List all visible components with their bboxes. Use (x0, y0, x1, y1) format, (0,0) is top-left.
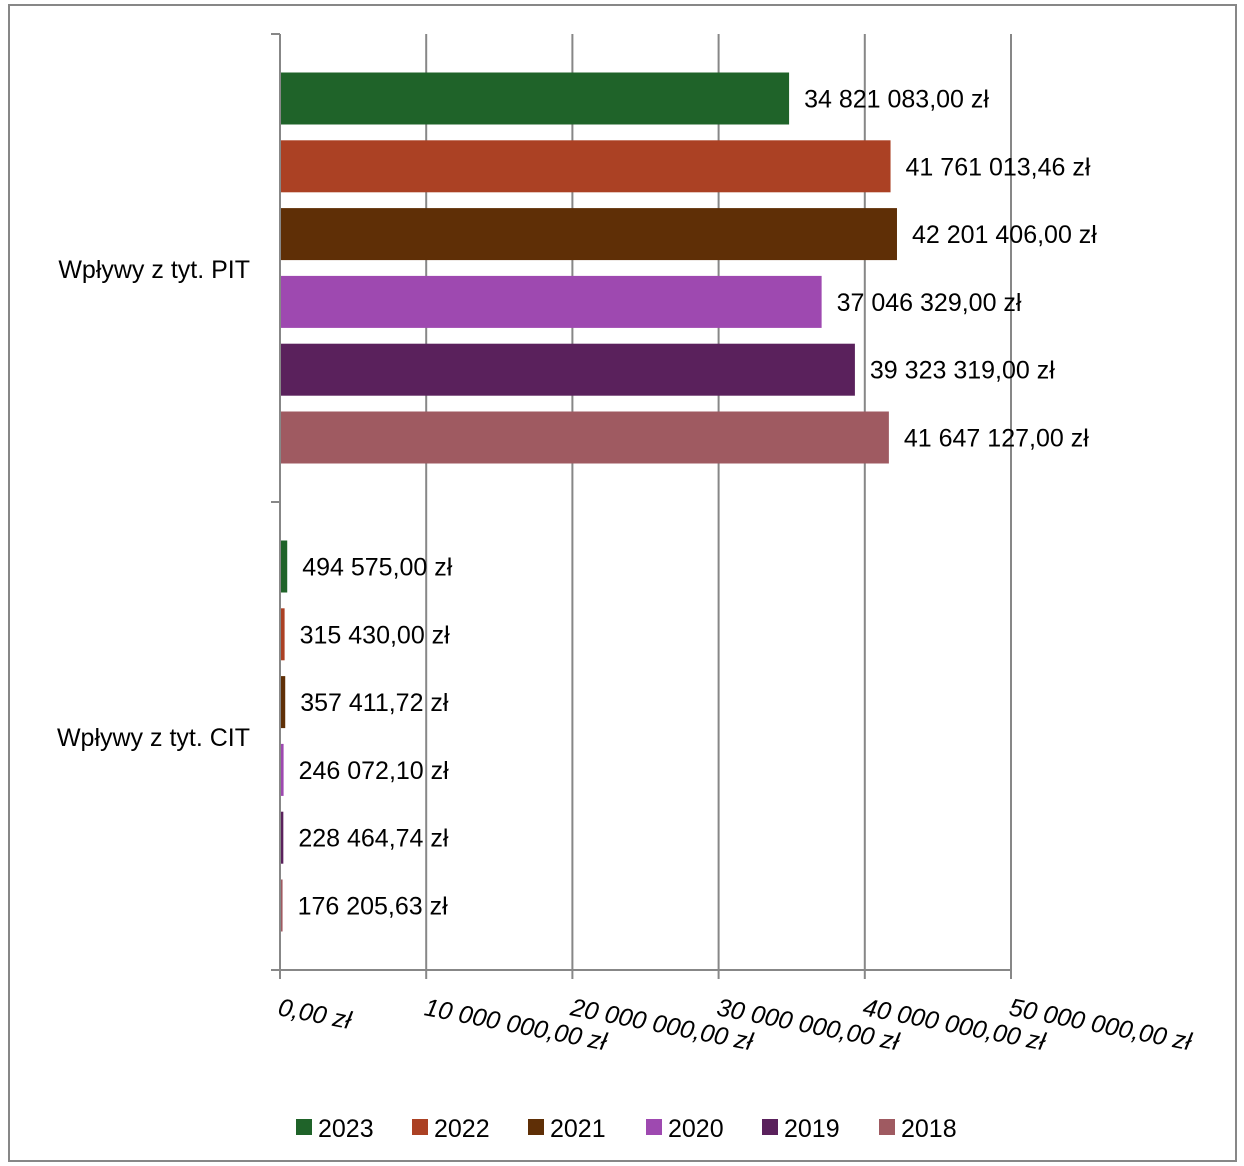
legend-swatch (528, 1119, 544, 1135)
legend-swatch (879, 1119, 895, 1135)
bar (280, 608, 285, 661)
legend-swatch (296, 1119, 312, 1135)
category-label: Wpływy z tyt. PIT (58, 256, 250, 284)
data-label: 41 761 013,46 zł (906, 153, 1091, 181)
data-label: 357 411,72 zł (300, 689, 449, 717)
legend-label: 2021 (550, 1115, 606, 1143)
data-label: 42 201 406,00 zł (912, 221, 1097, 249)
bar (280, 72, 790, 125)
legend-label: 2022 (434, 1115, 490, 1143)
data-label: 176 205,63 zł (298, 893, 449, 921)
bar (280, 275, 822, 328)
category-label: Wpływy z tyt. CIT (57, 724, 250, 752)
legend-label: 2019 (784, 1115, 840, 1143)
data-label: 228 464,74 zł (298, 825, 449, 853)
bar (280, 208, 897, 261)
data-label: 39 323 319,00 zł (870, 357, 1055, 385)
data-label: 41 647 127,00 zł (904, 425, 1089, 453)
bar (280, 676, 286, 729)
data-label: 246 072,10 zł (299, 757, 450, 785)
data-label: 37 046 329,00 zł (837, 289, 1022, 317)
data-label: 315 430,00 zł (300, 621, 451, 649)
legend-label: 2023 (318, 1115, 374, 1143)
bar (280, 879, 283, 932)
legend: 2023 2022 2021 2020 2019 2018 (296, 1115, 957, 1143)
data-label: 494 575,00 zł (302, 554, 453, 582)
bar (280, 411, 889, 464)
bar (280, 540, 288, 593)
data-labels: 34 821 083,00 zł 41 761 013,46 zł 42 201 4… (57, 86, 1097, 921)
bar (280, 743, 284, 796)
bar (280, 140, 891, 193)
legend-swatch (762, 1119, 778, 1135)
bars (280, 72, 897, 932)
legend-swatch (646, 1119, 662, 1135)
legend-label: 2020 (668, 1115, 724, 1143)
legend-swatch (412, 1119, 428, 1135)
x-tick-label: 0,00 zł (276, 993, 355, 1035)
legend-label: 2018 (901, 1115, 957, 1143)
bar (280, 343, 855, 396)
bar (280, 811, 284, 864)
data-label: 34 821 083,00 zł (804, 86, 989, 114)
